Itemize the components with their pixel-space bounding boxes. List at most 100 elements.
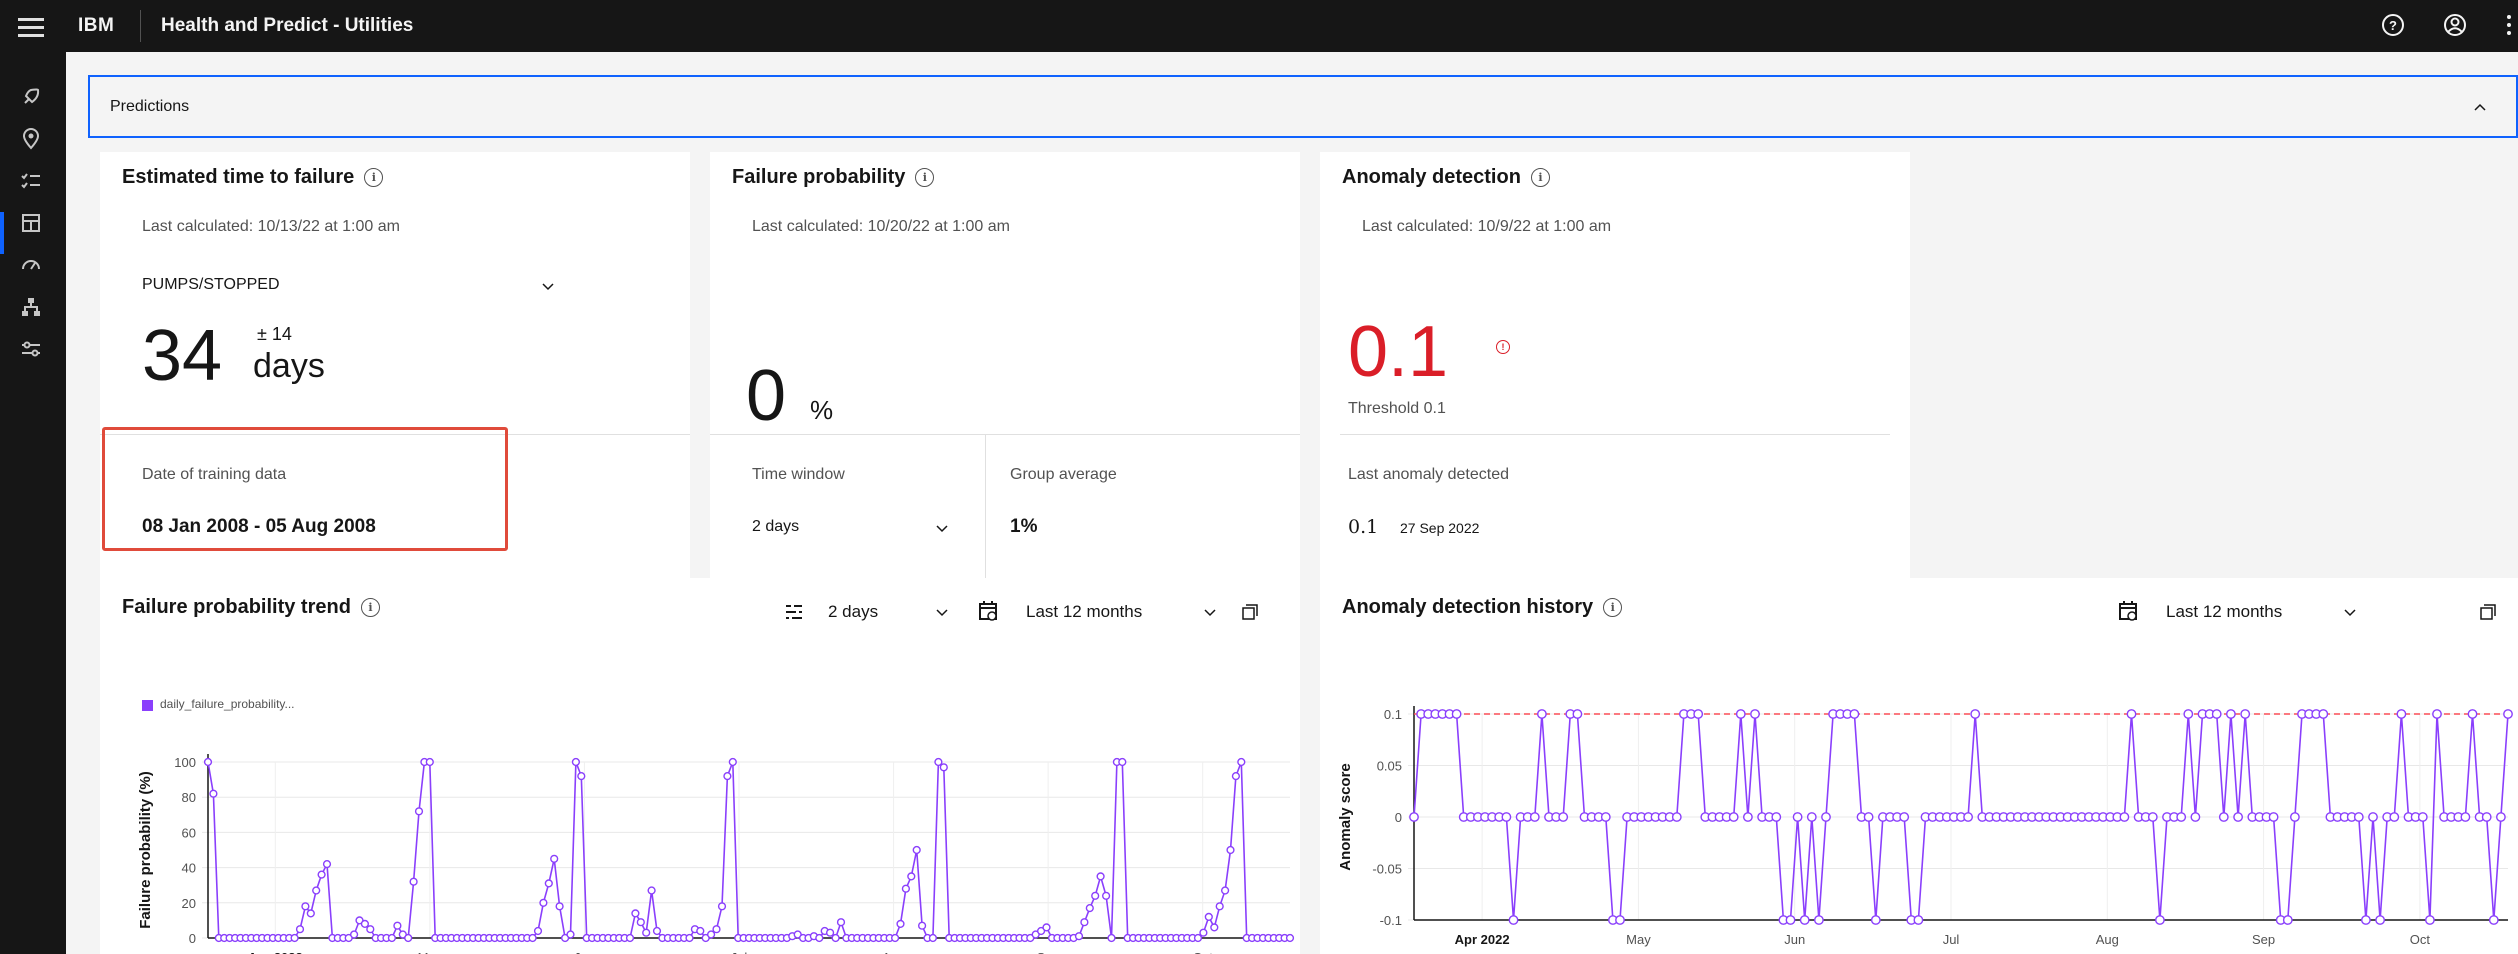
data-point — [2282, 915, 2293, 925]
data-point — [1863, 812, 1874, 822]
warning-icon[interactable]: ! — [1496, 340, 1510, 354]
x-tick-label: Sep — [2252, 932, 2275, 947]
rocket-icon[interactable] — [16, 82, 46, 112]
data-point — [2218, 812, 2229, 822]
failure-probability-card: Failure probability i Last calculated: 10… — [710, 152, 1300, 608]
data-point — [2368, 812, 2378, 822]
info-icon[interactable]: i — [915, 168, 935, 188]
time-window-dropdown[interactable]: 2 days — [828, 602, 879, 621]
dropdown-value[interactable]: PUMPS/STOPPED — [142, 276, 280, 293]
info-icon[interactable]: i — [1530, 168, 1550, 188]
app-title[interactable]: Health and Predict - Utilities — [161, 15, 414, 36]
data-point — [350, 930, 359, 939]
data-point — [528, 933, 537, 943]
data-point — [1080, 918, 1089, 927]
info-icon[interactable]: i — [360, 598, 380, 618]
training-data-value: 08 Jan 2008 - 05 Aug 2008 — [142, 516, 376, 537]
data-point — [1409, 812, 1419, 822]
card-title: Anomaly detection history — [1342, 596, 1594, 618]
data-point — [1806, 812, 1817, 822]
last-calculated: Last calculated: 10/13/22 at 1:00 am — [142, 218, 400, 235]
chevron-down-icon[interactable] — [2340, 602, 2360, 622]
data-point — [2190, 812, 2201, 822]
fp-unit: % — [810, 395, 834, 425]
hierarchy-icon[interactable] — [16, 292, 46, 322]
y-tick-label: 0.1 — [1384, 707, 1402, 722]
data-point — [312, 886, 321, 895]
chevron-down-icon[interactable] — [1200, 602, 1220, 622]
data-point — [295, 925, 305, 934]
date-range-dropdown[interactable]: Last 12 months — [1026, 602, 1143, 621]
x-tick-label: Apr 2022 — [1455, 932, 1510, 947]
user-profile-icon[interactable] — [2440, 10, 2470, 40]
data-point — [2389, 812, 2400, 822]
info-icon[interactable]: i — [364, 168, 384, 188]
checklist-icon[interactable] — [16, 166, 46, 196]
data-point — [571, 757, 581, 767]
predictions-accordion[interactable]: Predictions — [88, 75, 2518, 138]
data-point — [409, 877, 418, 886]
data-point — [647, 886, 656, 895]
gauge-icon[interactable] — [16, 250, 46, 280]
maximize-icon[interactable] — [2478, 602, 2498, 622]
data-point — [2183, 709, 2194, 719]
calendar-clock-icon[interactable] — [976, 598, 1002, 624]
data-point — [1231, 772, 1241, 781]
data-point — [2226, 709, 2236, 719]
location-icon[interactable] — [16, 124, 46, 154]
chevron-down-icon[interactable] — [538, 276, 558, 296]
chevron-down-icon[interactable] — [932, 518, 952, 538]
data-point — [625, 933, 635, 943]
data-point — [1750, 709, 1760, 719]
data-point — [1096, 872, 1105, 881]
data-point — [815, 933, 824, 943]
card-title: Failure probability trend — [122, 596, 351, 618]
settings-sliders-icon[interactable] — [16, 334, 46, 364]
data-point — [290, 933, 299, 943]
data-point — [636, 918, 645, 927]
data-point — [1101, 891, 1111, 900]
hamburger-menu-icon[interactable] — [18, 13, 44, 39]
data-point — [2460, 812, 2471, 822]
accordion-title: Predictions — [110, 98, 190, 115]
calendar-clock-icon[interactable] — [2116, 598, 2142, 624]
data-point — [1792, 812, 1803, 822]
failure-probability-chart: 020406080100Apr 2022MayJunJulAugSepOctDa… — [137, 754, 1295, 954]
data-point — [1536, 709, 1547, 719]
data-point — [2353, 812, 2364, 822]
dashboard-icon[interactable] — [16, 208, 46, 238]
data-point — [414, 807, 424, 816]
data-point — [907, 872, 916, 881]
data-point — [896, 919, 905, 929]
ettf-unit: days — [253, 347, 325, 385]
data-point — [1572, 709, 1583, 719]
info-icon[interactable]: i — [1603, 598, 1623, 618]
help-icon[interactable]: ? — [2378, 10, 2408, 40]
y-tick-label: -0.05 — [1372, 862, 1402, 877]
data-point — [1210, 923, 1219, 932]
chevron-up-icon[interactable] — [2470, 97, 2490, 117]
data-point — [2126, 709, 2137, 719]
legend-label[interactable]: daily_failure_probability... — [160, 697, 295, 711]
x-tick-label: May — [1626, 932, 1651, 947]
data-point — [1735, 709, 1746, 719]
data-point — [425, 757, 434, 767]
data-point — [317, 870, 326, 879]
y-tick-label: -0.1 — [1380, 913, 1402, 928]
time-window-dropdown[interactable]: 2 days — [752, 518, 800, 535]
last-calculated: Last calculated: 10/9/22 at 1:00 am — [1362, 218, 1612, 235]
chevron-down-icon[interactable] — [932, 602, 952, 622]
x-tick-label: Apr 2022 — [248, 950, 303, 954]
anomaly-history-chart: -0.1 -0.05 0 0.05 0.1 Apr 2022 May Jun Jul Aug Sep… — [1337, 706, 2513, 947]
data-point — [685, 933, 694, 943]
maximize-icon[interactable] — [1240, 602, 1260, 622]
x-tick-label: Oct — [1193, 950, 1214, 954]
overflow-menu-icon[interactable] — [2494, 10, 2518, 40]
brand-logo[interactable]: IBM — [78, 15, 115, 36]
data-point — [825, 928, 835, 937]
y-tick-label: 0.05 — [1377, 759, 1402, 774]
data-point — [2496, 812, 2506, 822]
time-window-icon[interactable] — [782, 600, 806, 624]
date-range-dropdown[interactable]: Last 12 months — [2166, 602, 2283, 621]
data-point — [1036, 926, 1046, 936]
